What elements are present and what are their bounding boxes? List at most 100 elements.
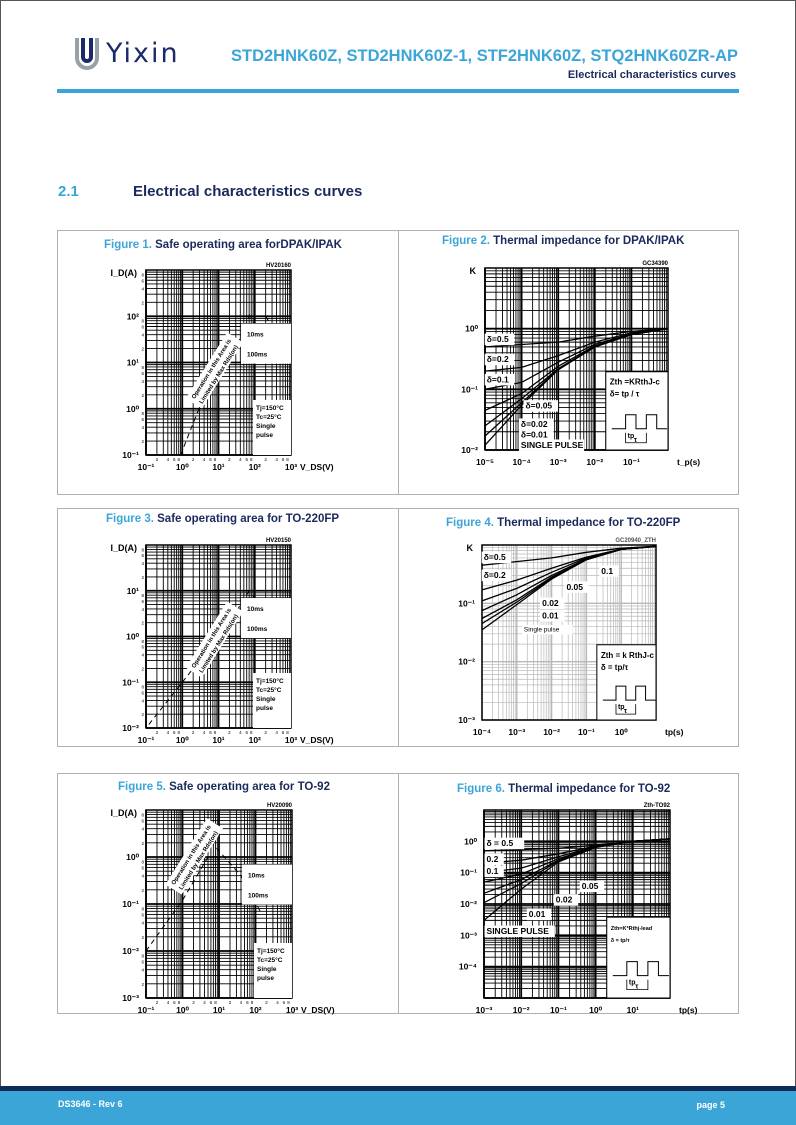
label-background bbox=[484, 837, 525, 850]
y-axis-label: K bbox=[470, 266, 477, 276]
conditions-text: Single bbox=[256, 696, 276, 703]
curve-label: 0.05 bbox=[564, 581, 589, 593]
yixin-logo-icon bbox=[75, 38, 99, 70]
fig2-chart: 10⁻⁵ 10⁻⁴ 10⁻³ 10⁻² 10⁻¹ 10⁻² 10⁻¹ 10⁰ GC34390 Kt… bbox=[461, 261, 700, 467]
x-minor-tick-label: 4 bbox=[167, 730, 170, 735]
x-minor-tick-label: 6 bbox=[245, 457, 248, 462]
x-tick-label: 10⁻² bbox=[586, 457, 603, 467]
x-tick-label: 10⁻¹ bbox=[578, 727, 595, 737]
duration-legend-box bbox=[241, 323, 291, 364]
duration-legend-text: 100ms bbox=[247, 626, 268, 633]
y-minor-tick-label: 6 bbox=[141, 912, 144, 917]
period-bracket-icon bbox=[626, 979, 649, 991]
y-tick-label: 10⁰ bbox=[126, 404, 139, 414]
x-minor-tick-label: 4 bbox=[167, 457, 170, 462]
limit-line bbox=[145, 856, 209, 952]
x-minor-tick-label: 4 bbox=[275, 730, 278, 735]
y-minor-tick-label: 8 bbox=[141, 411, 144, 416]
series-curve bbox=[484, 328, 669, 372]
y-tick-label: 10⁻¹ bbox=[122, 899, 139, 909]
label-background bbox=[540, 609, 565, 622]
x-minor-tick-label: 8 bbox=[177, 730, 180, 735]
y-minor-tick-label: 6 bbox=[141, 818, 144, 823]
y-minor-tick-label: 4 bbox=[141, 333, 144, 338]
y-tick-label: 10⁻⁴ bbox=[459, 962, 477, 972]
x-minor-tick-label: 4 bbox=[239, 730, 242, 735]
x-tick-label: 10² bbox=[249, 735, 261, 745]
y-axis-label: I_D(A) bbox=[111, 808, 138, 818]
curve-label-text: δ=0.02 bbox=[521, 419, 548, 429]
x-minor-tick-label: 4 bbox=[239, 457, 242, 462]
conditions-text: Tc=25°C bbox=[257, 956, 283, 964]
x-minor-tick-label: 8 bbox=[214, 457, 217, 462]
footer-bar bbox=[0, 1091, 796, 1125]
curve-label-text: 0.02 bbox=[556, 895, 573, 905]
curve-label-text: SINGLE PULSE bbox=[521, 440, 584, 450]
y-tick-label: 10⁰ bbox=[126, 852, 139, 862]
x-axis-label: tp(s) bbox=[679, 1005, 698, 1015]
formula-text: Zth=K*Rthj-lead bbox=[611, 926, 652, 932]
conditions-text: pulse bbox=[257, 975, 274, 982]
y-minor-tick-label: 4 bbox=[141, 968, 144, 973]
duration-legend-text: 10ms bbox=[248, 873, 265, 880]
y-minor-tick-label: 4 bbox=[141, 379, 144, 384]
x-minor-tick-label: 8 bbox=[287, 1000, 290, 1005]
y-tick-label: 10⁰ bbox=[464, 836, 477, 846]
y-minor-tick-label: 8 bbox=[141, 907, 144, 912]
x-minor-tick-label: 2 bbox=[156, 730, 159, 735]
y-minor-tick-label: 8 bbox=[141, 639, 144, 644]
x-minor-tick-label: 6 bbox=[209, 457, 212, 462]
label-background bbox=[518, 418, 554, 430]
x-minor-tick-label: 4 bbox=[203, 730, 206, 735]
conditions-text: pulse bbox=[256, 432, 273, 439]
y-tick-label: 10⁻¹ bbox=[458, 598, 475, 608]
duration-legend-text: 10ms bbox=[247, 606, 264, 613]
formula-box bbox=[596, 644, 657, 721]
curve-label-text: δ=0.5 bbox=[487, 334, 509, 344]
logo: Yixin bbox=[74, 36, 180, 70]
duration-legend-box bbox=[241, 598, 291, 639]
y-tick-label: 10⁻¹ bbox=[461, 384, 478, 394]
chart-code: HV20090 bbox=[267, 803, 293, 809]
y-minor-tick-label: 6 bbox=[141, 959, 144, 964]
y-tick-label: 10² bbox=[127, 311, 139, 321]
x-minor-tick-label: 4 bbox=[203, 1000, 206, 1005]
x-minor-tick-label: 8 bbox=[214, 730, 217, 735]
label-background bbox=[579, 880, 605, 893]
figure-row-1 bbox=[57, 230, 739, 495]
y-tick-label: 10⁻¹ bbox=[122, 450, 139, 460]
x-minor-tick-label: 6 bbox=[173, 1000, 176, 1005]
y-minor-tick-label: 2 bbox=[141, 393, 144, 398]
figure-5-caption: Figure 5. Safe operating area for TO-92 bbox=[118, 781, 330, 793]
curve-label-text: Single pulse bbox=[524, 626, 560, 633]
x-minor-tick-label: 6 bbox=[210, 1000, 213, 1005]
y-minor-tick-label: 2 bbox=[141, 982, 144, 987]
x-minor-tick-label: 6 bbox=[246, 1000, 249, 1005]
curve-label: δ=0.2 bbox=[484, 353, 515, 366]
y-tick-label: 10¹ bbox=[127, 358, 139, 368]
section-number: 2.1 bbox=[58, 183, 79, 200]
note-background bbox=[185, 332, 244, 409]
x-minor-tick-label: 2 bbox=[265, 1000, 268, 1005]
y-tick-label: 10⁻² bbox=[122, 946, 139, 956]
x-minor-tick-label: 4 bbox=[276, 1000, 279, 1005]
y-tick-label: 10⁰ bbox=[126, 632, 139, 642]
y-minor-tick-label: 2 bbox=[141, 841, 144, 846]
plot-frame bbox=[483, 809, 671, 999]
x-minor-tick-label: 2 bbox=[228, 457, 231, 462]
y-tick-label: 10⁻² bbox=[122, 723, 139, 733]
y-minor-tick-label: 4 bbox=[141, 425, 144, 430]
y-minor-tick-label: 8 bbox=[141, 593, 144, 598]
x-axis-label: tp(s) bbox=[665, 727, 684, 737]
pulse-waveform-icon bbox=[611, 414, 668, 430]
label-background bbox=[484, 333, 515, 346]
y-tick-label: 10⁻¹ bbox=[122, 677, 139, 687]
y-minor-tick-label: 2 bbox=[141, 888, 144, 893]
curve-label: 0.01 bbox=[540, 609, 565, 622]
x-minor-tick-label: 2 bbox=[192, 1000, 195, 1005]
conditions-text: pulse bbox=[256, 705, 273, 712]
pulse-waveform-icon bbox=[602, 685, 656, 701]
